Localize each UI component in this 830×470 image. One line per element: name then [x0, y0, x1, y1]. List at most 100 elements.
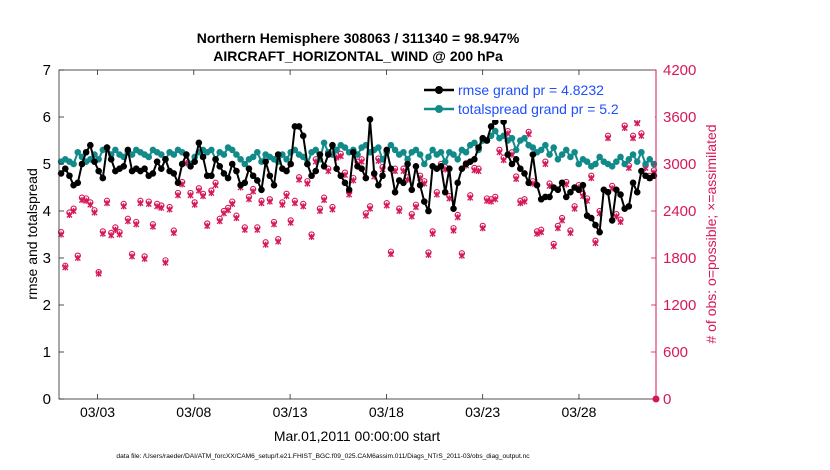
obs-assimilated-point — [316, 207, 323, 215]
obs-assimilated-point — [550, 243, 557, 250]
rmse-line — [60, 104, 655, 236]
rmse-point — [120, 163, 128, 170]
totalspread-point — [254, 148, 261, 156]
rmse-point — [103, 144, 111, 151]
obs-assimilated-point — [245, 196, 253, 203]
obs-assimilated-point — [629, 135, 637, 142]
rmse-point — [625, 203, 633, 210]
obs-assimilated-point — [521, 198, 528, 205]
totalspread-point — [462, 148, 470, 156]
totalspread-point — [450, 151, 457, 158]
obs-assimilated-point — [475, 167, 482, 175]
totalspread-point — [208, 146, 215, 154]
legend-rmse-marker — [435, 86, 443, 94]
y-left-tick-label: 7 — [43, 62, 51, 79]
totalspread-point — [512, 146, 520, 154]
legend-spread-marker — [435, 105, 443, 113]
rmse-point — [241, 179, 249, 187]
obs-assimilated-point — [103, 200, 111, 207]
rmse-point — [270, 181, 278, 189]
rmse-point — [546, 193, 553, 201]
rmse-point — [233, 167, 240, 175]
totalspread-point — [550, 144, 558, 151]
rmse-point — [383, 146, 391, 154]
totalspread-point — [617, 153, 624, 161]
totalspread-point — [575, 160, 583, 168]
rmse-point — [295, 123, 303, 130]
rmse-point — [404, 160, 411, 168]
obs-assimilated-point — [145, 200, 152, 208]
obs-assimilated-point — [112, 226, 119, 233]
obs-assimilated-point — [187, 192, 194, 199]
totalspread-point — [554, 156, 562, 163]
totalspread-point — [375, 144, 382, 151]
obs-assimilated-point — [220, 210, 227, 217]
y-right-tick-label: 1200 — [663, 297, 696, 314]
totalspread-point — [629, 151, 637, 158]
rmse-point — [471, 156, 478, 163]
totalspread-point — [437, 148, 445, 156]
totalspread-point — [170, 151, 178, 158]
totalspread-point — [571, 148, 578, 156]
obs-assimilated-point — [304, 180, 311, 187]
legend-spread-symbol — [424, 105, 454, 113]
obs-assimilated-point — [387, 250, 394, 258]
rmse-point — [416, 181, 424, 189]
rmse-point — [299, 132, 307, 140]
rmse-point — [262, 158, 269, 165]
rmse-point — [521, 170, 528, 177]
rmse-point — [149, 170, 157, 177]
obs-assimilated-point — [383, 202, 390, 209]
rmse-point — [153, 158, 161, 165]
obs-assimilated-point — [116, 231, 123, 238]
totalspread-point — [471, 139, 478, 147]
y-left-tick-label: 6 — [43, 109, 51, 126]
totalspread-point — [625, 156, 633, 163]
obs-assimilated-point — [325, 167, 332, 175]
obs-assimilated-point — [542, 160, 549, 168]
totalspread-point — [558, 151, 566, 158]
rmse-point — [274, 151, 282, 158]
rmse-point — [533, 181, 541, 189]
rmse-point — [174, 179, 182, 187]
obs-assimilated-point — [279, 201, 286, 208]
totalspread-point — [592, 160, 599, 168]
obs-assimilated-point — [124, 218, 131, 225]
obs-assimilated-point — [621, 124, 628, 132]
totalspread-point — [391, 146, 399, 154]
obs-assimilated-point — [87, 201, 94, 208]
rmse-point — [450, 205, 457, 212]
rmse-point — [579, 181, 587, 189]
obs-assimilated-point — [137, 200, 144, 207]
rmse-point — [316, 151, 324, 158]
obs-assimilated-point — [366, 205, 374, 212]
y-right-tick-label: 0 — [663, 391, 671, 408]
legend-rmse-symbol — [424, 86, 454, 94]
totalspread-point — [145, 153, 153, 161]
obs-assimilated-point — [128, 253, 136, 260]
totalspread-point — [621, 160, 628, 168]
rmse-point — [287, 160, 295, 168]
obs-assimilated-point — [108, 232, 115, 239]
totalspread-point — [633, 158, 641, 165]
rmse-point — [629, 179, 637, 187]
totalspread-point — [420, 160, 428, 168]
rmse-point — [604, 188, 612, 196]
rmse-point — [187, 163, 194, 170]
totalspread-point — [241, 160, 249, 168]
rmse-point — [487, 123, 495, 130]
totalspread-point — [112, 146, 119, 154]
y-right-tick-label: 2400 — [663, 203, 696, 220]
totalspread-point — [320, 139, 328, 147]
totalspread-point — [412, 146, 420, 154]
rmse-point — [57, 170, 65, 177]
obs-assimilated-point — [283, 193, 290, 200]
rmse-point — [82, 148, 90, 156]
obs-assimilated-point — [254, 226, 261, 233]
totalspread-point — [425, 153, 432, 161]
x-tick-label: 03/13 — [273, 404, 308, 420]
obs-assimilated-point — [141, 255, 148, 262]
footer-data-file: data file: /Users/raeder/DAI/ATM_forcXX/… — [116, 453, 530, 460]
rmse-point — [157, 165, 165, 172]
totalspread-point — [233, 151, 240, 158]
